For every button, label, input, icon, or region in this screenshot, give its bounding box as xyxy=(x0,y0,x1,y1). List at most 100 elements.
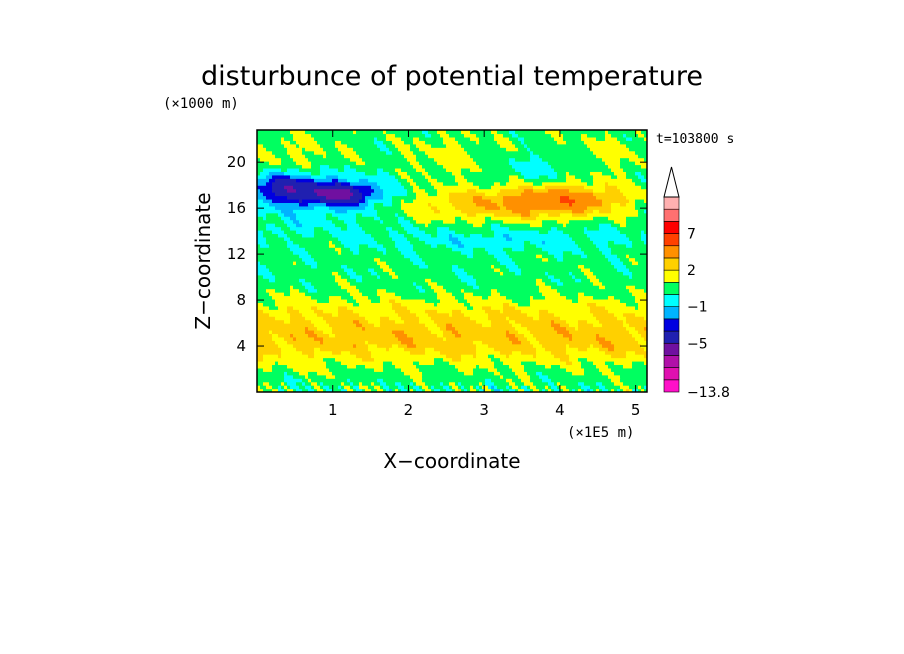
field-cell xyxy=(341,388,348,392)
field-cell xyxy=(323,309,339,314)
field-cell xyxy=(515,271,522,276)
field-cell xyxy=(530,374,540,379)
field-cell xyxy=(590,385,600,390)
field-cell xyxy=(644,385,647,390)
field-cell xyxy=(539,154,597,159)
field-cell xyxy=(257,364,273,369)
field-cell xyxy=(257,157,261,162)
field-cell xyxy=(341,150,357,155)
field-cell xyxy=(404,371,423,376)
field-cell xyxy=(473,385,477,390)
field-cell xyxy=(296,261,306,266)
field-cell xyxy=(284,136,294,141)
field-cell xyxy=(377,136,387,141)
field-cell xyxy=(452,264,459,269)
field-cell xyxy=(416,250,462,255)
field-cell xyxy=(539,288,558,293)
field-cell xyxy=(293,388,297,392)
field-cell xyxy=(377,143,387,148)
field-cell xyxy=(386,133,396,138)
field-cell xyxy=(614,343,642,348)
field-cell xyxy=(317,388,324,392)
field-cell xyxy=(644,288,647,293)
field-cell xyxy=(395,174,402,179)
field-cell xyxy=(458,140,477,145)
field-cell xyxy=(596,243,609,248)
field-cell xyxy=(257,305,270,310)
field-cell xyxy=(419,319,435,324)
field-cell xyxy=(524,140,558,145)
field-cell xyxy=(287,364,327,369)
field-cell xyxy=(485,388,492,392)
field-cell xyxy=(371,381,375,386)
colorbar-swatch xyxy=(663,318,680,332)
field-cell xyxy=(470,316,489,321)
field-cell xyxy=(257,329,270,334)
field-cell xyxy=(620,223,627,228)
field-cell xyxy=(311,264,318,269)
field-cell xyxy=(359,385,369,390)
field-cell xyxy=(620,161,636,166)
field-cell xyxy=(431,205,438,210)
field-cell xyxy=(623,271,633,276)
field-cell xyxy=(281,140,291,145)
field-cell xyxy=(401,150,414,155)
field-cell xyxy=(302,350,315,355)
field-cell xyxy=(389,385,399,390)
field-cell xyxy=(464,388,468,392)
field-cell xyxy=(557,226,585,231)
field-cell xyxy=(587,233,627,238)
field-cell xyxy=(356,278,363,283)
field-cell xyxy=(266,385,273,390)
field-cell xyxy=(257,295,273,300)
field-cell xyxy=(284,378,303,383)
field-cell xyxy=(377,209,405,214)
field-cell xyxy=(563,281,594,286)
field-cell xyxy=(446,143,462,148)
colorbar: 72−1−5−13.8 xyxy=(663,166,730,401)
field-cell xyxy=(512,340,522,345)
field-cell xyxy=(365,198,369,203)
field-cell xyxy=(521,140,525,145)
field-cell xyxy=(284,236,291,241)
field-cell xyxy=(389,147,399,152)
field-cell xyxy=(257,323,315,328)
field-cell xyxy=(578,264,585,269)
field-cell xyxy=(272,329,306,334)
field-cell xyxy=(572,298,579,303)
field-cell xyxy=(335,333,396,338)
field-cell xyxy=(392,305,408,310)
field-cell xyxy=(644,316,647,321)
field-cell xyxy=(566,174,576,179)
field-cell xyxy=(428,312,450,317)
field-cell xyxy=(359,250,384,255)
field-cell xyxy=(263,367,273,372)
field-cell xyxy=(305,261,318,266)
field-cell xyxy=(602,171,615,176)
field-cell xyxy=(257,219,285,224)
field-cell xyxy=(383,167,396,172)
field-cell xyxy=(290,130,306,135)
field-cell xyxy=(326,195,351,200)
field-cell xyxy=(383,250,387,255)
field-cell xyxy=(263,229,273,235)
field-cell xyxy=(443,164,480,169)
field-cell xyxy=(356,354,372,359)
field-cell xyxy=(335,247,342,252)
field-cell xyxy=(398,388,402,392)
field-cell xyxy=(380,185,405,190)
field-cell xyxy=(341,360,384,366)
field-cell xyxy=(257,195,267,200)
field-cell xyxy=(479,140,498,145)
field-cell xyxy=(437,233,450,238)
field-cell xyxy=(269,243,288,248)
field-cell xyxy=(605,133,612,138)
field-cell xyxy=(311,295,330,300)
field-cell xyxy=(473,181,495,186)
field-cell xyxy=(578,381,585,386)
field-cell xyxy=(347,378,351,383)
field-cell xyxy=(578,323,594,328)
field-cell xyxy=(461,385,465,390)
field-cell xyxy=(413,340,474,345)
field-cell xyxy=(509,233,570,238)
